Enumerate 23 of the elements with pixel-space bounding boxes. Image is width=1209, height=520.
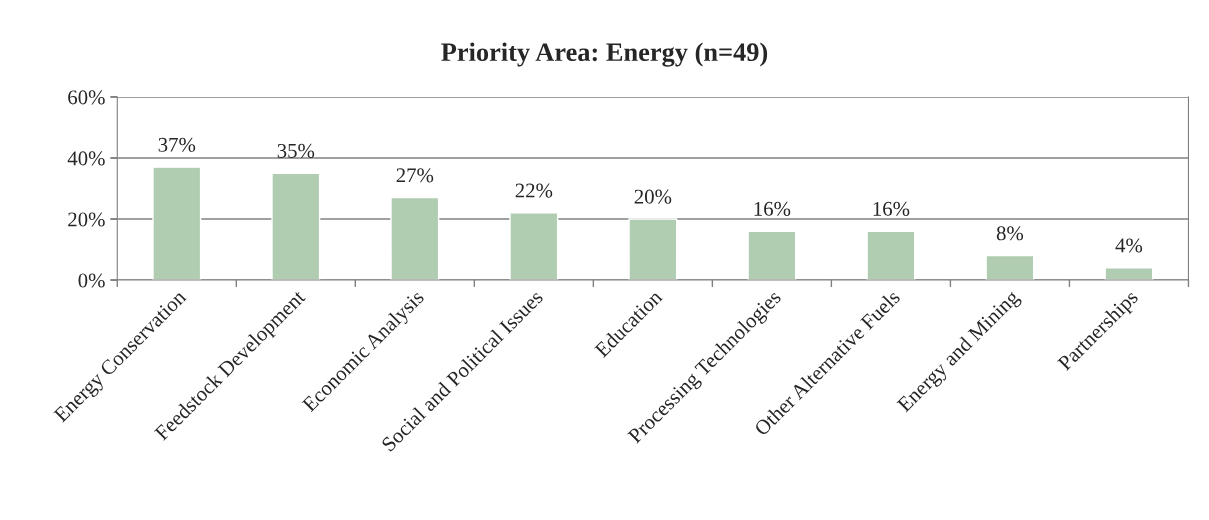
y-tick-label: 60%: [68, 90, 105, 105]
data-label: 22%: [515, 183, 553, 198]
bar: [985, 254, 1035, 281]
bar: [1104, 267, 1154, 281]
chart-title: Priority Area: Energy (n=49): [441, 42, 768, 67]
data-label: 35%: [277, 143, 315, 158]
bar: [152, 166, 202, 281]
data-label: 37%: [158, 137, 196, 152]
bar: [747, 230, 797, 281]
data-label: 4%: [1115, 238, 1143, 253]
bar: [509, 212, 559, 281]
data-label: 8%: [996, 226, 1024, 241]
bar: [390, 196, 440, 281]
bar: [866, 230, 916, 281]
data-label: 20%: [634, 189, 672, 204]
y-tick-label: 20%: [68, 212, 105, 227]
bar: [271, 172, 321, 281]
y-tick-label: 0%: [78, 273, 105, 288]
data-label: 27%: [396, 168, 434, 183]
data-label: 16%: [873, 201, 910, 216]
bar: [628, 218, 678, 281]
y-tick-label: 40%: [67, 151, 105, 166]
data-label: 16%: [754, 201, 791, 216]
